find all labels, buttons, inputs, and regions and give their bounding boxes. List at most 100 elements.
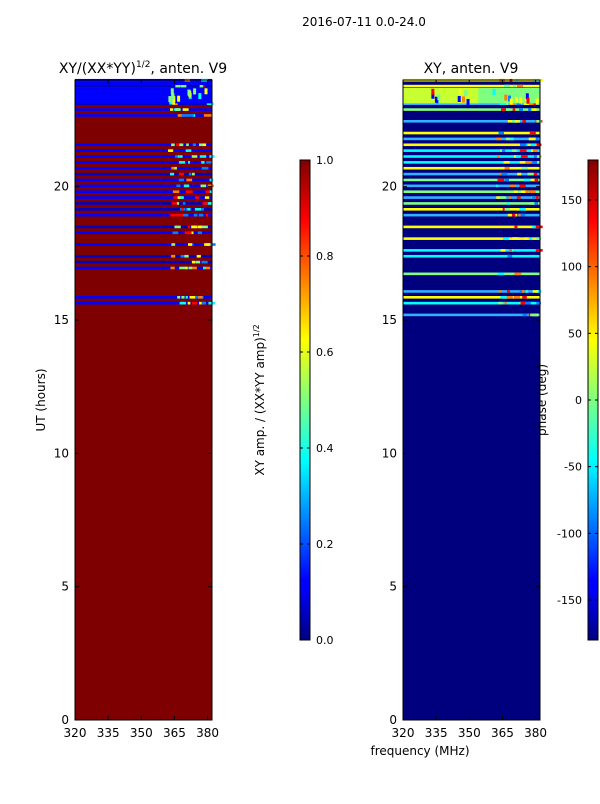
heatmap-cell — [180, 84, 187, 88]
heatmap-band — [403, 225, 540, 229]
heatmap-cell — [500, 249, 506, 252]
heatmap-background — [75, 80, 212, 720]
heatmap-cell — [517, 172, 522, 176]
phase-title: XY, anten. V9 — [424, 61, 519, 77]
amplitude-colorbar-label-main: XY amp. / (XX*YY amp) — [253, 337, 267, 475]
heatmap-cell — [499, 149, 502, 152]
heatmap-cell — [495, 184, 499, 188]
heatmap-cell — [507, 254, 513, 258]
colorbar-tick-label: 100 — [561, 261, 582, 274]
heatmap-band — [75, 254, 212, 258]
heatmap-cell — [519, 161, 526, 164]
heatmap-cell — [180, 196, 184, 199]
heatmap-cell — [202, 202, 208, 205]
heatmap-band — [403, 296, 540, 299]
heatmap-band — [75, 184, 212, 188]
heatmap-cell — [504, 301, 507, 305]
heatmap-cell — [510, 137, 515, 141]
y-tick-label: 20 — [54, 180, 69, 194]
heatmap-cell — [201, 301, 207, 305]
heatmap-cell — [188, 266, 193, 270]
heatmap-cell — [174, 166, 177, 170]
heatmap-band — [75, 172, 212, 176]
heatmap-cell — [168, 96, 172, 103]
heatmap-cell — [535, 196, 539, 199]
phase-colorbar: phase (deg) -150 -100 -50 0 50 100 150 — [535, 159, 599, 641]
heatmap-cell — [185, 190, 193, 193]
heatmap-cell — [187, 208, 191, 211]
heatmap-cell — [520, 301, 527, 305]
amplitude-colorbar-label: XY amp. / (XX*YY amp)1/2 — [252, 324, 267, 475]
heatmap-cell — [205, 190, 210, 193]
heatmap-band — [75, 202, 212, 205]
heatmap-cell — [177, 95, 181, 102]
heatmap-band — [75, 266, 212, 270]
y-tick-label: 20 — [382, 180, 397, 194]
heatmap-cell — [528, 313, 532, 317]
heatmap-cell — [531, 149, 534, 152]
heatmap-cell — [208, 184, 214, 188]
amplitude-title: XY/(XX*YY)1/2, anten. V9 — [59, 60, 227, 77]
amplitude-ylabel: UT (hours) — [34, 368, 48, 431]
heatmap-band — [403, 143, 540, 147]
y-tick-label: 5 — [389, 580, 397, 594]
heatmap-cell — [506, 108, 510, 111]
heatmap-cell — [172, 231, 179, 235]
heatmap-band — [75, 84, 212, 88]
heatmap-band — [403, 166, 540, 170]
heatmap-cell — [518, 213, 521, 217]
heatmap-cell — [535, 290, 542, 293]
phase-heatmap — [403, 78, 544, 720]
heatmap-cell — [198, 296, 203, 299]
heatmap-band — [75, 225, 212, 229]
heatmap-cell — [196, 260, 201, 264]
heatmap-cell — [171, 93, 175, 100]
heatmap-cell — [532, 149, 538, 152]
heatmap-cell — [519, 149, 527, 152]
heatmap-cell — [521, 166, 529, 170]
heatmap-cell — [529, 202, 535, 205]
heatmap-cell — [184, 254, 189, 258]
heatmap-cell — [503, 237, 510, 240]
heatmap-band — [75, 178, 212, 182]
heatmap-cell — [506, 290, 511, 293]
y-tick-label: 0 — [389, 713, 397, 727]
heatmap-cell — [517, 272, 522, 276]
heatmap-cell — [171, 143, 175, 147]
heatmap-cell — [526, 97, 530, 104]
heatmap-cell — [177, 296, 181, 299]
heatmap-cell — [498, 301, 503, 305]
heatmap-cell — [531, 196, 536, 199]
heatmap-band — [75, 166, 212, 170]
heatmap-band — [75, 102, 212, 105]
heatmap-band — [403, 131, 540, 135]
heatmap-cell — [504, 166, 510, 170]
heatmap-cell — [173, 196, 178, 199]
heatmap-band — [75, 243, 212, 246]
heatmap-cell — [175, 84, 181, 88]
heatmap-cell — [204, 243, 211, 246]
heatmap-cell — [188, 114, 194, 117]
heatmap-cell — [532, 290, 538, 293]
heatmap-cell — [528, 137, 536, 141]
heatmap-cell — [201, 161, 205, 164]
heatmap-cell — [175, 108, 181, 111]
heatmap-cell — [509, 98, 513, 105]
heatmap-cell — [191, 260, 196, 264]
heatmap-band — [75, 296, 212, 299]
heatmap-cell — [519, 143, 527, 147]
heatmap-cell — [535, 237, 542, 240]
heatmap-cell — [522, 296, 527, 299]
heatmap-cell — [519, 184, 526, 188]
phase-colorbar-ticks: -150 -100 -50 0 50 100 150 — [557, 194, 598, 607]
heatmap-cell — [521, 213, 526, 217]
heatmap-cell — [496, 155, 500, 158]
heatmap-cell — [170, 108, 174, 111]
heatmap-cell — [532, 202, 538, 205]
y-tick-label: 10 — [382, 446, 397, 460]
colorbar-tick-label: 0 — [575, 394, 582, 407]
heatmap-cell — [177, 155, 180, 158]
heatmap-cell — [174, 225, 181, 229]
heatmap-band — [403, 84, 540, 88]
heatmap-cell — [179, 143, 184, 147]
